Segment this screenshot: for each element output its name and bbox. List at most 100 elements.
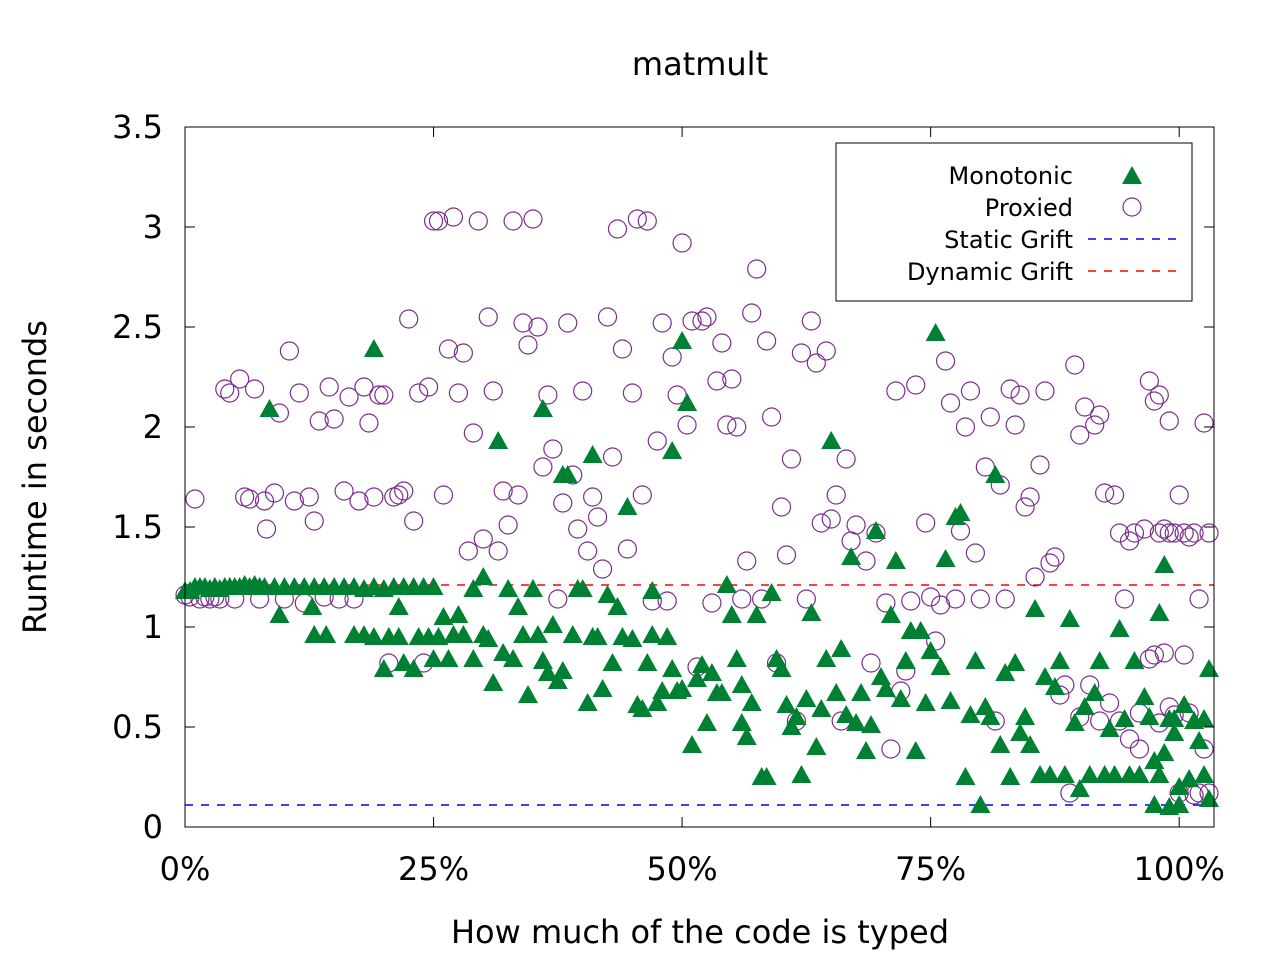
proxied-point: [1144, 645, 1164, 665]
monotonic-point: [508, 597, 529, 615]
proxied-point: [1095, 483, 1115, 503]
proxied-point: [771, 497, 792, 517]
proxied-point: [836, 449, 856, 469]
proxied-point: [1005, 415, 1025, 435]
proxied-point: [443, 207, 464, 227]
monotonic-point: [1099, 719, 1120, 737]
legend-label-proxied: Proxied: [985, 194, 1073, 222]
monotonic-point: [642, 581, 663, 599]
proxied-point: [1114, 589, 1135, 609]
plot-frame: [184, 126, 1215, 828]
proxied-point: [702, 593, 722, 613]
monotonic-point: [1114, 709, 1135, 727]
monotonic-point: [1129, 765, 1150, 783]
y-tick-label: 0: [143, 808, 163, 846]
monotonic-point: [1064, 713, 1085, 731]
proxied-point: [528, 317, 548, 337]
monotonic-point: [696, 713, 717, 731]
monotonic-point: [1164, 723, 1185, 741]
y-axis: 0 0.5 1 1.5 2 2.5 3 3.5: [112, 108, 1214, 846]
monotonic-point: [547, 671, 568, 689]
monotonic-point: [1074, 697, 1095, 715]
monotonic-series: [175, 323, 1220, 815]
monotonic-point: [527, 625, 548, 643]
monotonic-point: [562, 625, 583, 643]
y-tick-label: 2: [143, 408, 163, 446]
monotonic-point: [672, 679, 693, 697]
proxied-point: [622, 383, 642, 403]
monotonic-point: [513, 625, 534, 643]
proxied-point: [473, 529, 493, 549]
monotonic-point: [316, 625, 337, 643]
proxied-point: [607, 219, 628, 239]
proxied-point: [737, 551, 757, 571]
proxied-point: [354, 377, 374, 397]
monotonic-point: [870, 667, 891, 685]
proxied-point: [1065, 355, 1085, 375]
proxied-point: [493, 481, 513, 501]
proxied-point: [558, 313, 578, 333]
x-axis: 0% 25% 50% 75% 100%: [160, 127, 1225, 888]
x-tick-label: 0%: [160, 850, 211, 888]
monotonic-point: [577, 693, 598, 711]
proxied-point: [757, 331, 777, 351]
proxied-point: [543, 439, 563, 459]
x-tick-label: 75%: [895, 850, 966, 888]
monotonic-point: [493, 643, 514, 661]
monotonic-point: [885, 551, 906, 569]
proxied-point: [906, 375, 926, 395]
proxied-point: [299, 487, 319, 507]
proxied-point: [1124, 523, 1145, 543]
monotonic-point: [448, 605, 469, 623]
monotonic-point: [1199, 659, 1220, 677]
proxied-point: [1184, 523, 1204, 543]
monotonic-point: [736, 727, 757, 745]
monotonic-point: [1084, 683, 1105, 701]
monotonic-point: [970, 795, 991, 813]
monotonic-point: [597, 585, 618, 603]
proxied-point: [846, 515, 866, 535]
monotonic-point: [1194, 709, 1215, 727]
proxied-point: [965, 543, 985, 563]
proxied-point: [652, 313, 672, 333]
proxied-point: [677, 415, 697, 435]
proxied-point: [881, 739, 901, 759]
proxied-point: [980, 407, 1000, 427]
proxied-point: [632, 485, 652, 505]
y-tick-label: 2.5: [112, 308, 163, 346]
monotonic-point: [1174, 695, 1195, 713]
monotonic-point: [388, 627, 409, 645]
monotonic-point: [831, 639, 852, 657]
proxied-point: [256, 519, 277, 539]
proxied-point: [627, 209, 647, 229]
monotonic-point: [647, 693, 668, 711]
proxied-point: [319, 377, 339, 397]
proxied-point: [1164, 523, 1184, 543]
proxied-point: [1149, 523, 1169, 543]
x-axis-title: How much of the code is typed: [451, 913, 949, 951]
monotonic-point: [930, 657, 951, 675]
proxied-point: [359, 413, 379, 433]
monotonic-point: [582, 445, 603, 463]
proxied-point: [1104, 485, 1125, 505]
proxied-point: [816, 341, 836, 361]
proxied-point: [463, 423, 483, 443]
monotonic-point: [632, 699, 653, 717]
monotonic-point: [662, 659, 683, 677]
monotonic-point: [637, 653, 658, 671]
proxied-point: [428, 211, 449, 231]
proxied-point: [1000, 379, 1020, 399]
monotonic-point: [865, 521, 886, 539]
monotonic-point: [701, 663, 722, 681]
proxied-point: [364, 487, 384, 507]
proxied-point: [458, 541, 478, 561]
monotonic-point: [438, 649, 459, 667]
monotonic-point: [726, 649, 747, 667]
monotonic-point: [1144, 795, 1165, 813]
monotonic-point: [552, 661, 573, 679]
proxied-point: [692, 311, 712, 331]
proxied-point: [876, 593, 896, 613]
proxied-point: [389, 485, 409, 505]
x-tick-label: 100%: [1133, 850, 1224, 888]
proxied-point: [662, 347, 682, 367]
